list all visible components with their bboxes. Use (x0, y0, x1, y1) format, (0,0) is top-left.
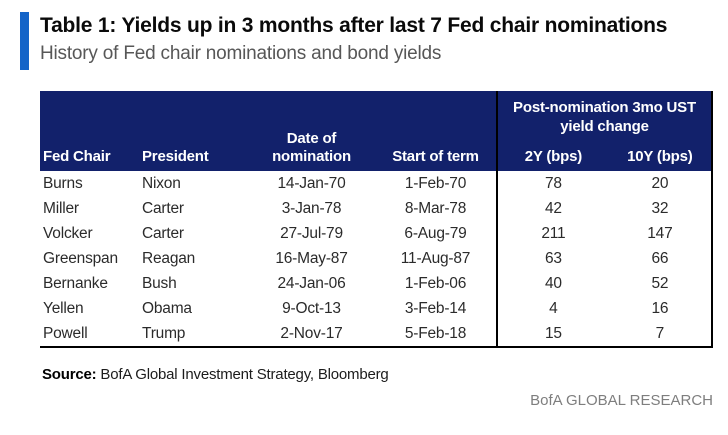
cell-president: Reagan (142, 250, 196, 267)
cell-10y-bps: 66 (651, 250, 669, 267)
group-title-line2: yield change (560, 118, 649, 135)
table-row-bernanke: Bernanke Bush 24-Jan-06 1-Feb-06 40 52 (40, 271, 713, 296)
cell-fed-chair: Bernanke (43, 275, 108, 292)
col-header-date-of-nomination: Date of nomination (248, 130, 375, 171)
cell-10y-bps: 52 (651, 275, 669, 292)
cell-yield-group: 42 32 (496, 196, 713, 221)
cell-10y-bps: 147 (647, 225, 673, 242)
table-header-row: Fed Chair President Date of nomination S… (40, 91, 713, 171)
cell-yield-group: 40 52 (496, 271, 713, 296)
figure-subtitle: History of Fed chair nominations and bon… (40, 43, 442, 64)
col-header-date-line1: Date of (286, 130, 337, 147)
bofa-global-research-brand: BofA GLOBAL RESEARCH (530, 392, 713, 409)
cell-10y-bps: 20 (651, 175, 669, 192)
yield-change-group-header: Post-nomination 3mo UST yield change 2Y … (496, 91, 713, 171)
cell-2y-bps: 15 (544, 325, 562, 342)
table-body: Burns Nixon 14-Jan-70 1-Feb-70 78 20 Mil… (40, 171, 713, 346)
cell-nomination-date: 14-Jan-70 (277, 175, 346, 192)
col-header-10y-bps: 10Y (bps) (627, 148, 693, 165)
title-block: Table 1: Yields up in 3 months after las… (20, 12, 667, 70)
cell-president: Bush (142, 275, 177, 292)
cell-10y-bps: 16 (651, 300, 669, 317)
cell-start-of-term: 1-Feb-06 (404, 275, 467, 292)
cell-fed-chair: Volcker (43, 225, 93, 242)
fed-chair-nominations-table: Fed Chair President Date of nomination S… (40, 91, 713, 348)
cell-president: Nixon (142, 175, 181, 192)
table-row-miller: Miller Carter 3-Jan-78 8-Mar-78 42 32 (40, 196, 713, 221)
yield-change-group-title: Post-nomination 3mo UST yield change (498, 98, 711, 136)
cell-fed-chair: Powell (43, 325, 88, 342)
cell-start-of-term: 3-Feb-14 (404, 300, 467, 317)
group-title-line1: Post-nomination 3mo UST (513, 99, 696, 116)
cell-fed-chair: Greenspan (43, 250, 118, 267)
cell-nomination-date: 27-Jul-79 (280, 225, 343, 242)
col-header-fed-chair: Fed Chair (43, 148, 111, 165)
col-header-2y-bps: 2Y (bps) (524, 148, 583, 165)
cell-fed-chair: Miller (43, 200, 79, 217)
cell-start-of-term: 1-Feb-70 (404, 175, 467, 192)
cell-10y-bps: 7 (655, 325, 665, 342)
source-text: BofA Global Investment Strategy, Bloombe… (96, 366, 389, 383)
table-row-volcker: Volcker Carter 27-Jul-79 6-Aug-79 211 14… (40, 221, 713, 246)
table-row-burns: Burns Nixon 14-Jan-70 1-Feb-70 78 20 (40, 171, 713, 196)
cell-yield-group: 211 147 (496, 221, 713, 246)
table-row-greenspan: Greenspan Reagan 16-May-87 11-Aug-87 63 … (40, 246, 713, 271)
cell-10y-bps: 32 (651, 200, 669, 217)
cell-2y-bps: 40 (544, 275, 562, 292)
accent-bar (20, 12, 29, 70)
cell-nomination-date: 24-Jan-06 (277, 275, 346, 292)
cell-nomination-date: 3-Jan-78 (281, 200, 342, 217)
source-label: Source: (42, 366, 97, 383)
cell-start-of-term: 11-Aug-87 (400, 250, 471, 267)
cell-start-of-term: 5-Feb-18 (404, 325, 467, 342)
cell-nomination-date: 16-May-87 (275, 250, 348, 267)
cell-2y-bps: 63 (544, 250, 562, 267)
cell-nomination-date: 9-Oct-13 (282, 300, 341, 317)
figure-title: Table 1: Yields up in 3 months after las… (40, 14, 668, 37)
cell-2y-bps: 4 (549, 300, 558, 317)
table-row-yellen: Yellen Obama 9-Oct-13 3-Feb-14 4 16 (40, 296, 713, 321)
cell-president: Obama (142, 300, 192, 317)
cell-2y-bps: 211 (541, 225, 566, 242)
cell-yield-group: 4 16 (496, 296, 713, 321)
col-header-date-line2: nomination (272, 148, 351, 165)
source-line: Source: BofA Global Investment Strategy,… (42, 366, 389, 383)
cell-yield-group: 15 7 (496, 321, 713, 346)
cell-2y-bps: 78 (544, 175, 562, 192)
cell-yield-group: 78 20 (496, 171, 713, 196)
cell-2y-bps: 42 (544, 200, 562, 217)
col-header-president: President (142, 148, 209, 165)
titles: Table 1: Yields up in 3 months after las… (40, 12, 667, 70)
yield-change-subheaders: 2Y (bps) 10Y (bps) (498, 148, 711, 171)
col-header-start-of-term: Start of term (392, 148, 479, 165)
cell-fed-chair: Burns (43, 175, 83, 192)
cell-president: Carter (142, 225, 184, 242)
cell-president: Carter (142, 200, 184, 217)
cell-fed-chair: Yellen (43, 300, 84, 317)
cell-nomination-date: 2-Nov-17 (280, 325, 343, 342)
cell-start-of-term: 8-Mar-78 (404, 200, 467, 217)
cell-yield-group: 63 66 (496, 246, 713, 271)
cell-president: Trump (142, 325, 186, 342)
cell-start-of-term: 6-Aug-79 (404, 225, 467, 242)
table-row-powell: Powell Trump 2-Nov-17 5-Feb-18 15 7 (40, 321, 713, 346)
